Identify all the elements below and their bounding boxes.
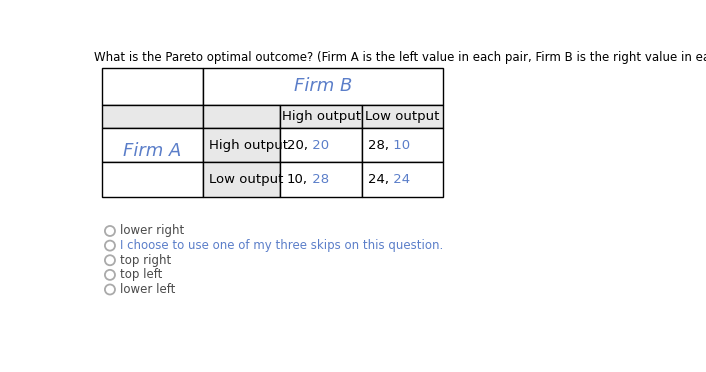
- Text: What is the Pareto optimal outcome? (Firm A is the left value in each pair, Firm: What is the Pareto optimal outcome? (Fir…: [95, 51, 706, 64]
- Text: High output: High output: [282, 110, 361, 123]
- Text: 20: 20: [308, 139, 329, 152]
- Bar: [361, 128, 443, 163]
- Bar: [361, 163, 443, 197]
- Bar: [280, 163, 362, 197]
- Bar: [102, 105, 203, 128]
- Text: 28: 28: [308, 173, 329, 186]
- Bar: [102, 163, 203, 197]
- Text: Low output: Low output: [209, 173, 284, 186]
- Text: High output: High output: [209, 139, 288, 152]
- Text: 24,: 24,: [368, 173, 389, 186]
- Text: 20,: 20,: [287, 139, 308, 152]
- Bar: [203, 163, 280, 197]
- Bar: [361, 105, 443, 128]
- Text: I choose to use one of my three skips on this question.: I choose to use one of my three skips on…: [119, 239, 443, 252]
- Text: lower left: lower left: [119, 283, 175, 296]
- Bar: [102, 68, 203, 105]
- Text: 28,: 28,: [368, 139, 389, 152]
- Text: top right: top right: [119, 254, 171, 267]
- Text: lower right: lower right: [119, 224, 184, 237]
- Bar: [203, 128, 280, 163]
- Text: top left: top left: [119, 268, 162, 281]
- Text: 24: 24: [389, 173, 410, 186]
- Bar: [280, 105, 362, 128]
- Text: 10,: 10,: [287, 173, 308, 186]
- Bar: [102, 128, 203, 163]
- Bar: [280, 128, 362, 163]
- Bar: [203, 68, 443, 105]
- Text: 10: 10: [389, 139, 410, 152]
- Text: Firm A: Firm A: [124, 142, 181, 160]
- Text: Firm B: Firm B: [294, 77, 352, 95]
- Text: Low output: Low output: [365, 110, 440, 123]
- Bar: [203, 105, 280, 128]
